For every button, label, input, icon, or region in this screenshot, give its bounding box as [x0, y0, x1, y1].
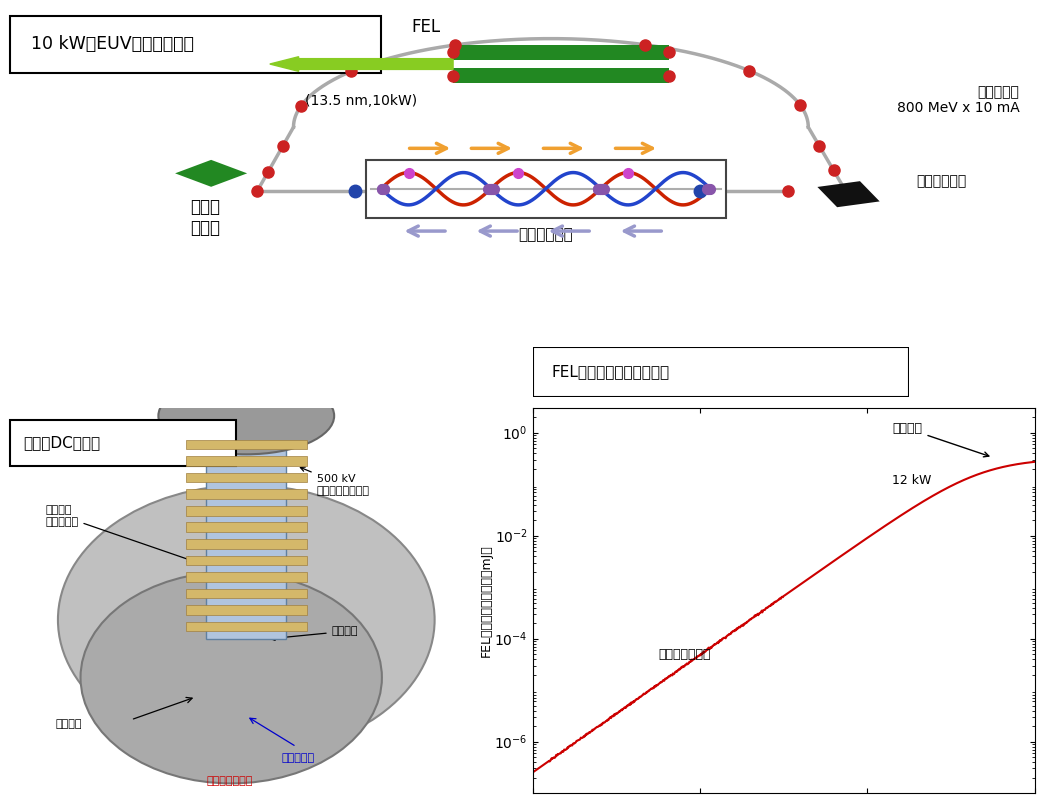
Bar — [186, 622, 307, 631]
Text: (13.5 nm,10kW): (13.5 nm,10kW) — [305, 94, 417, 108]
Text: 多段分割
セラミック: 多段分割 セラミック — [46, 505, 192, 561]
Bar — [10, 420, 236, 466]
Text: 電子ビーム: 電子ビーム — [282, 753, 314, 764]
Bar — [186, 572, 307, 582]
Bar — [453, 45, 670, 60]
Text: 500 kV
高電圧ターミナル: 500 kV 高電圧ターミナル — [301, 467, 369, 496]
Bar — [453, 69, 670, 83]
Text: ビームダンプ: ビームダンプ — [916, 174, 966, 188]
Y-axis label: FELパルスエネルギー（mJ）: FELパルスエネルギー（mJ） — [479, 544, 493, 657]
Ellipse shape — [80, 571, 382, 783]
Text: 12 kW: 12 kW — [892, 473, 932, 487]
Text: 電子ビーム
800 MeV x 10 mA: 電子ビーム 800 MeV x 10 mA — [896, 85, 1019, 116]
Ellipse shape — [158, 377, 334, 454]
Text: 10 kW級EUV光源の概念図: 10 kW級EUV光源の概念図 — [31, 35, 193, 53]
Bar — [366, 160, 726, 218]
Bar — [186, 489, 307, 499]
FancyArrow shape — [269, 57, 453, 72]
Bar — [186, 506, 307, 516]
Bar — [10, 15, 381, 73]
Text: カソード: カソード — [55, 719, 82, 728]
Text: 超伝導加速器: 超伝導加速器 — [518, 227, 573, 242]
Bar — [186, 539, 307, 548]
Text: 出力飽和: 出力飽和 — [892, 422, 989, 457]
Bar — [186, 605, 307, 614]
Bar — [186, 589, 307, 599]
Ellipse shape — [58, 485, 435, 755]
Bar — [186, 523, 307, 532]
Text: 光陰極DC電子銃: 光陰極DC電子銃 — [23, 435, 100, 450]
Text: ドライブレーザ: ドライブレーザ — [206, 776, 253, 787]
Polygon shape — [175, 160, 248, 186]
Bar — [206, 427, 286, 639]
Bar — [186, 440, 307, 450]
Bar — [186, 456, 307, 466]
Text: アノード: アノード — [270, 626, 358, 641]
Text: 電子銃
入射器: 電子銃 入射器 — [190, 198, 220, 238]
Text: FEL: FEL — [412, 18, 441, 36]
Bar — [186, 473, 307, 482]
Bar — [817, 181, 880, 207]
Text: 指数関数的増幅: 指数関数的増幅 — [658, 648, 710, 661]
Bar — [186, 556, 307, 565]
